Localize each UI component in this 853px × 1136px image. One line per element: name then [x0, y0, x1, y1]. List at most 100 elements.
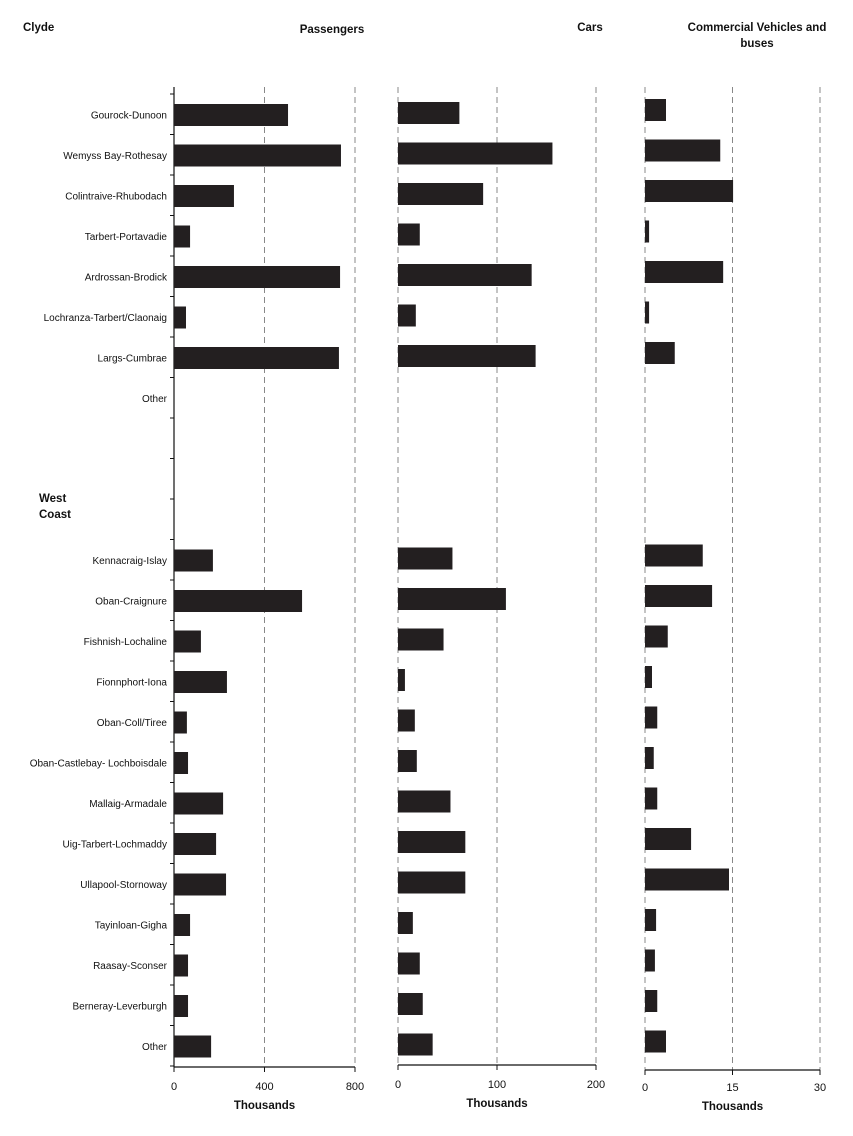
bar-cars-14	[398, 669, 405, 691]
category-label: Kennacraig-Islay	[93, 556, 167, 567]
panel-title: Passengers	[300, 24, 365, 36]
bar-cars-2	[398, 183, 484, 205]
bar-cars-17	[398, 790, 451, 813]
bar-cars-5	[398, 304, 416, 327]
x-tick-label: 400	[255, 1081, 273, 1093]
bar-commercial-vehicles-and-buses-13	[645, 625, 668, 648]
category-label: Fishnish-Lochaline	[84, 637, 168, 648]
category-label: Berneray-Leverburgh	[73, 1002, 168, 1013]
x-axis-label: Thousands	[466, 1098, 527, 1110]
bar-commercial-vehicles-and-buses-3	[645, 220, 650, 243]
x-tick-label: 0	[395, 1079, 401, 1091]
bar-passengers-13	[174, 630, 201, 653]
bar-passengers-11	[174, 549, 213, 572]
bar-passengers-15	[174, 711, 187, 734]
bar-cars-12	[398, 588, 506, 610]
bar-commercial-vehicles-and-buses-0	[645, 99, 666, 121]
x-tick-label: 30	[814, 1082, 826, 1094]
bar-cars-21	[398, 952, 420, 975]
bar-cars-22	[398, 993, 423, 1015]
category-label: Tarbert-Portavadie	[85, 232, 168, 243]
bar-cars-23	[398, 1033, 433, 1056]
bar-cars-0	[398, 102, 460, 124]
bar-commercial-vehicles-and-buses-4	[645, 261, 724, 283]
category-label: Oban-Craignure	[95, 597, 167, 608]
category-label: Oban-Castlebay- Lochboisdale	[30, 759, 168, 770]
bar-passengers-23	[174, 1035, 212, 1058]
bar-passengers-17	[174, 792, 224, 815]
bar-passengers-4	[174, 266, 341, 288]
bar-commercial-vehicles-and-buses-5	[645, 301, 650, 324]
category-label: Other	[142, 1042, 168, 1053]
bar-cars-18	[398, 831, 466, 853]
bar-cars-1	[398, 142, 553, 165]
bar-cars-13	[398, 628, 444, 651]
panel-title: buses	[740, 38, 773, 50]
bar-commercial-vehicles-and-buses-1	[645, 139, 721, 162]
bar-commercial-vehicles-and-buses-6	[645, 342, 675, 364]
bar-cars-11	[398, 547, 453, 570]
category-label: Ardrossan-Brodick	[85, 273, 168, 284]
category-label: Ullapool-Stornoway	[80, 880, 167, 891]
bar-passengers-2	[174, 185, 234, 207]
bar-commercial-vehicles-and-buses-17	[645, 787, 658, 810]
x-tick-label: 0	[642, 1082, 648, 1094]
category-label: Oban-Coll/Tiree	[97, 718, 168, 729]
bar-commercial-vehicles-and-buses-19	[645, 868, 729, 891]
x-tick-label: 15	[726, 1082, 738, 1094]
bar-cars-4	[398, 264, 532, 286]
bar-commercial-vehicles-and-buses-16	[645, 747, 654, 769]
bar-cars-20	[398, 912, 413, 934]
x-tick-label: 100	[488, 1079, 506, 1091]
bar-passengers-18	[174, 833, 217, 855]
bar-commercial-vehicles-and-buses-11	[645, 544, 703, 567]
category-label: Tayinloan-Gigha	[95, 921, 168, 932]
bar-passengers-5	[174, 306, 186, 329]
x-tick-label: 200	[587, 1079, 605, 1091]
x-axis-label: Thousands	[234, 1100, 295, 1112]
bar-passengers-16	[174, 752, 189, 774]
bar-commercial-vehicles-and-buses-15	[645, 706, 658, 729]
category-label: Wemyss Bay-Rothesay	[63, 151, 167, 162]
category-label: Raasay-Sconser	[93, 961, 168, 972]
bar-cars-6	[398, 345, 536, 367]
bar-commercial-vehicles-and-buses-22	[645, 990, 658, 1012]
bar-passengers-21	[174, 954, 189, 977]
category-label: Fionnphort-Iona	[96, 678, 167, 689]
bar-commercial-vehicles-and-buses-2	[645, 180, 734, 202]
x-axis-label: Thousands	[702, 1101, 763, 1113]
bar-commercial-vehicles-and-buses-20	[645, 909, 657, 931]
bar-passengers-0	[174, 104, 289, 126]
category-label: Largs-Cumbrae	[98, 354, 168, 365]
section-label-clyde: Clyde	[23, 22, 54, 34]
bar-commercial-vehicles-and-buses-14	[645, 666, 652, 688]
bar-commercial-vehicles-and-buses-23	[645, 1030, 666, 1053]
bar-passengers-3	[174, 225, 191, 248]
bar-passengers-14	[174, 671, 227, 693]
bar-passengers-20	[174, 914, 191, 936]
bar-cars-16	[398, 750, 417, 772]
bar-cars-3	[398, 223, 420, 246]
category-label: Uig-Tarbert-Lochmaddy	[63, 840, 168, 851]
bar-commercial-vehicles-and-buses-18	[645, 828, 692, 850]
category-label: Mallaig-Armadale	[89, 799, 167, 810]
x-tick-label: 0	[171, 1081, 177, 1093]
section-label-west-coast: West	[39, 493, 66, 505]
bar-commercial-vehicles-and-buses-21	[645, 949, 655, 972]
bar-commercial-vehicles-and-buses-12	[645, 585, 713, 607]
bar-passengers-12	[174, 590, 303, 612]
bar-passengers-6	[174, 347, 339, 369]
bar-passengers-22	[174, 995, 189, 1017]
x-tick-label: 800	[346, 1081, 364, 1093]
bar-cars-15	[398, 709, 415, 732]
bar-passengers-19	[174, 873, 227, 896]
section-label-west-coast-2: Coast	[39, 509, 71, 521]
bar-cars-19	[398, 871, 466, 894]
category-label: Colintraive-Rhubodach	[65, 192, 167, 203]
bar-passengers-1	[174, 144, 341, 167]
panel-title: Cars	[577, 22, 603, 34]
category-label: Other	[142, 394, 168, 405]
panel-title: Commercial Vehicles and	[688, 22, 827, 34]
category-label: Lochranza-Tarbert/Claonaig	[44, 313, 167, 324]
